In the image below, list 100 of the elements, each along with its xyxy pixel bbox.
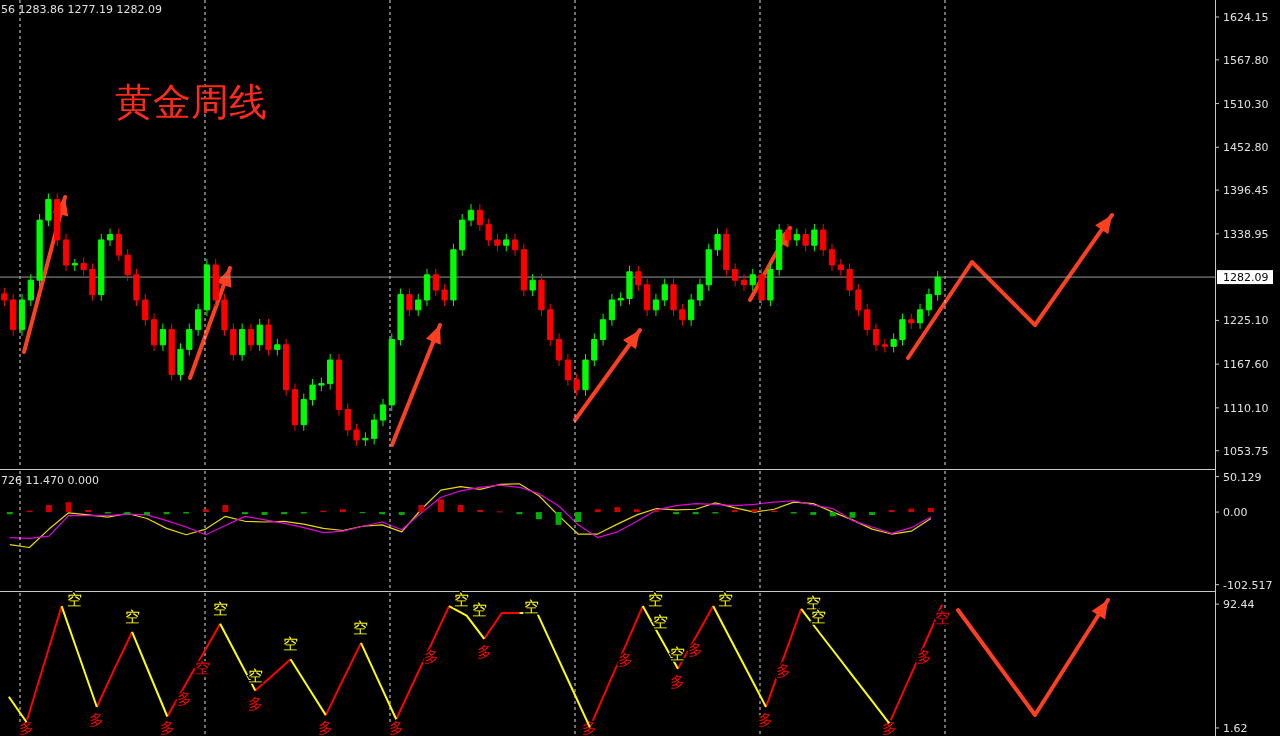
candlestick	[828, 243, 836, 272]
bar	[594, 509, 601, 513]
candlestick	[265, 318, 272, 356]
y-tick-label: 92.44	[1223, 598, 1255, 612]
candlestick	[1, 287, 8, 307]
candlestick	[820, 223, 827, 257]
candlestick	[291, 383, 299, 432]
y-tick-label: 1.62	[1223, 721, 1248, 735]
data-label: 空	[454, 591, 470, 610]
candlestick	[538, 273, 545, 317]
candlestick	[626, 265, 633, 306]
y-tick-label: 1053.75	[1223, 444, 1269, 458]
bar	[222, 505, 229, 513]
candlestick	[344, 402, 351, 437]
candlestick	[564, 353, 572, 387]
data-label: 空	[195, 658, 210, 677]
bar	[124, 512, 131, 515]
candlestick	[371, 413, 378, 445]
candlestick	[925, 288, 932, 317]
candlestick	[71, 258, 78, 272]
candlestick	[846, 262, 853, 297]
bar	[692, 512, 699, 515]
y-tick-label: 1167.60	[1223, 358, 1269, 372]
candlestick	[503, 233, 510, 252]
bar	[829, 512, 836, 517]
candlestick	[793, 227, 800, 247]
y-tick-label: 1452.80	[1223, 141, 1269, 155]
data-label: 多	[159, 719, 175, 736]
candlestick	[494, 233, 501, 252]
data-label: 多	[18, 719, 34, 736]
bar	[888, 509, 895, 513]
candlestick	[705, 243, 712, 292]
candlestick	[186, 323, 193, 356]
text: 黄金周线	[115, 80, 267, 124]
candlestick	[661, 278, 668, 307]
candlestick	[379, 398, 387, 427]
bar	[398, 512, 405, 515]
candlestick	[283, 338, 290, 397]
bar	[614, 507, 621, 513]
y-tick-label: 1567.80	[1223, 53, 1269, 67]
candlestick	[723, 227, 730, 277]
candlestick	[608, 293, 616, 327]
candlestick	[881, 338, 888, 353]
bar	[281, 512, 288, 515]
candlestick	[98, 233, 105, 302]
data-label: 多	[916, 648, 932, 667]
candlestick	[423, 268, 431, 307]
bar	[633, 509, 640, 513]
candlestick	[511, 233, 519, 257]
candlestick	[406, 288, 413, 317]
candlestick	[582, 353, 589, 397]
candlestick	[441, 283, 448, 307]
data-label: 多	[247, 694, 263, 713]
bar	[65, 502, 72, 513]
candlestick	[934, 270, 941, 302]
bar	[731, 509, 738, 513]
bar	[6, 512, 13, 515]
data-label: 空	[247, 666, 263, 685]
data-label: 空	[524, 597, 540, 616]
candlestick	[670, 278, 677, 317]
y-tick-label: 0.00	[1223, 506, 1248, 520]
y-tick-label: -102.517	[1223, 578, 1273, 592]
candlestick	[300, 392, 307, 432]
candlestick	[18, 293, 26, 337]
candlestick	[908, 313, 915, 330]
candlestick	[309, 378, 316, 407]
candlestick	[864, 303, 871, 337]
candlestick	[203, 258, 211, 317]
candlestick	[450, 243, 457, 307]
candlestick	[45, 193, 52, 227]
candlestick	[247, 323, 255, 352]
candlestick	[62, 233, 70, 272]
y-tick-label: 1396.45	[1223, 184, 1269, 198]
candlestick	[485, 218, 492, 247]
candlestick	[555, 332, 563, 367]
data-label: 多	[617, 650, 633, 669]
candlestick	[80, 256, 87, 277]
bar	[437, 499, 444, 513]
bar	[379, 512, 386, 515]
data-label: 多	[89, 710, 105, 729]
candlestick	[36, 213, 43, 287]
bar	[163, 512, 170, 515]
bar	[242, 512, 248, 515]
ref-line-label: 1282.09	[1223, 271, 1269, 285]
data-label: 空	[66, 591, 82, 610]
candlestick	[758, 268, 765, 307]
candlestick	[327, 353, 334, 391]
candlestick	[617, 291, 624, 307]
candlestick	[150, 313, 158, 352]
bar	[202, 509, 209, 513]
data-label: 多	[881, 719, 897, 736]
y-tick-label: 1225.10	[1223, 314, 1269, 328]
bar	[477, 509, 484, 513]
candlestick	[872, 323, 880, 352]
data-label: 空	[652, 613, 668, 632]
bar	[144, 512, 150, 515]
candlestick	[159, 323, 167, 352]
candlestick	[899, 313, 906, 347]
y-tick-label: 50.129	[1223, 470, 1262, 484]
data-label: 空	[670, 644, 686, 663]
